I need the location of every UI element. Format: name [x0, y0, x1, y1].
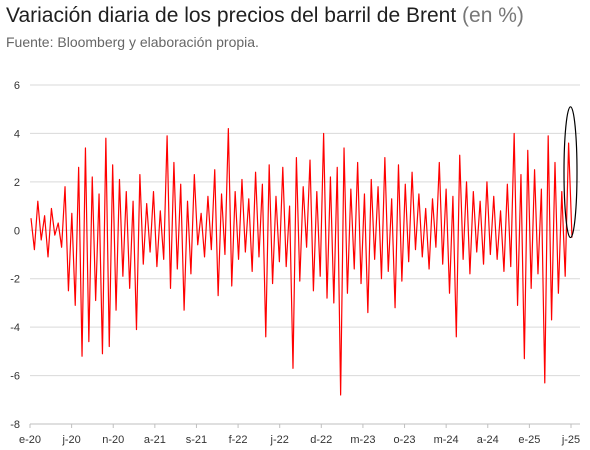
x-tick-label: s-21: [186, 434, 207, 446]
y-tick-label: -2: [10, 274, 20, 286]
x-tick-label: j-20: [61, 434, 80, 446]
chart-source: Fuente: Bloomberg y elaboración propia.: [6, 34, 259, 50]
x-tick-label: m-24: [434, 434, 459, 446]
series-line-brent-daily-change: [30, 127, 573, 396]
y-tick-label: -4: [10, 322, 20, 334]
x-tick-label: j-22: [270, 434, 289, 446]
y-tick-label: 0: [14, 225, 20, 237]
y-tick-label: -8: [10, 419, 20, 431]
x-tick-label: f-22: [229, 434, 248, 446]
highlight-ellipse: [563, 106, 578, 239]
x-tick-label: n-20: [102, 434, 124, 446]
x-tick-label: j-25: [561, 434, 580, 446]
x-tick-label: e-20: [19, 434, 41, 446]
x-tick-label: d-22: [310, 434, 332, 446]
x-tick-label: e-25: [518, 434, 540, 446]
y-tick-label: 4: [14, 128, 20, 140]
y-axis: -8 -6 -4 -2 0 2 4 6: [10, 80, 20, 431]
chart-title-text: Variación diaria de los precios del barr…: [6, 4, 457, 27]
x-tick-label: m-23: [350, 434, 375, 446]
x-tick-label: a-24: [477, 434, 499, 446]
y-tick-label: 6: [14, 80, 20, 92]
y-tick-label: -6: [10, 371, 20, 383]
plot-area: [30, 106, 578, 396]
x-tick-label: a-21: [144, 434, 166, 446]
chart-title-unit: (en %): [462, 4, 524, 27]
x-tick-label: o-23: [394, 434, 416, 446]
y-tick-label: 2: [14, 177, 20, 189]
chart-title: Variación diaria de los precios del barr…: [6, 4, 524, 28]
x-axis: e-20 j-20 n-20 a-21 s-21 f-22 j-22 d-22 m-23 o-23…: [19, 423, 580, 446]
